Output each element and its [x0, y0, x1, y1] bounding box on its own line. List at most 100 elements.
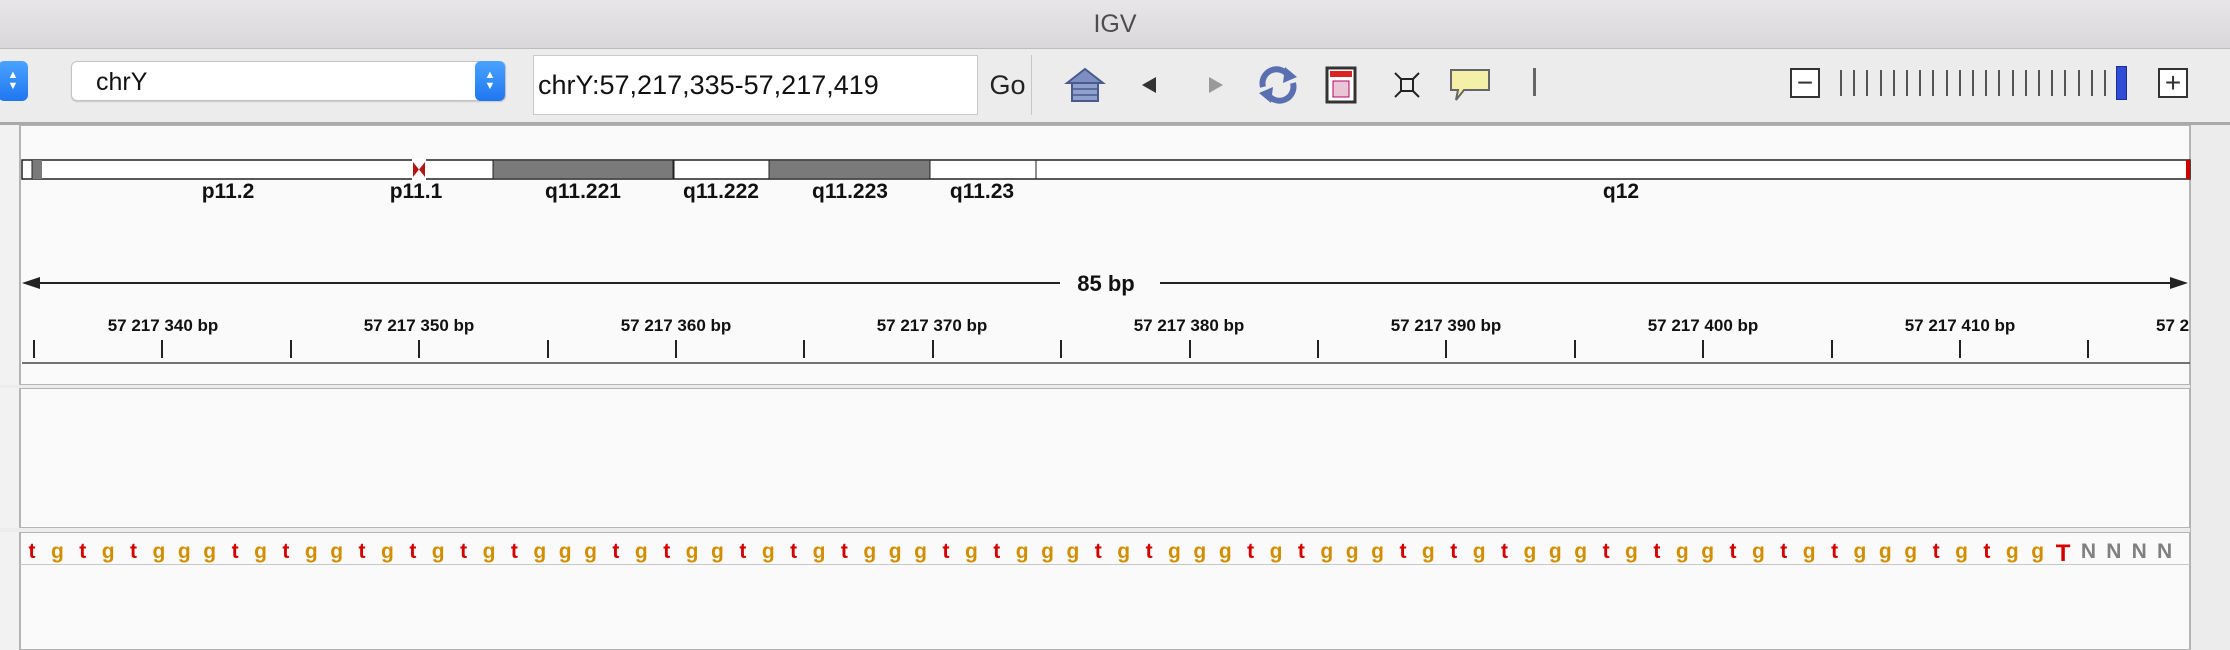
zoom-slider-tick: [2038, 70, 2040, 96]
ruler-tick: [675, 340, 677, 358]
sequence-base: t: [790, 540, 798, 563]
sequence-base: g: [533, 540, 547, 563]
zoom-in-button[interactable]: +: [2158, 68, 2188, 98]
ruler-tick-label: 57 217 350 bp: [363, 316, 475, 335]
band-label: q11.223: [812, 180, 888, 203]
zoom-slider-tick: [1840, 70, 1842, 96]
sequence-base: g: [330, 540, 344, 563]
sequence-base: T: [2055, 540, 2071, 567]
plus-icon: +: [2164, 67, 2182, 98]
sequence-base: t: [79, 540, 87, 563]
data-panel[interactable]: [20, 388, 2190, 528]
band-label: p11.2: [201, 180, 255, 203]
ruler-tick-label: 57 217 410 bp: [1904, 316, 2016, 335]
sequence-base: g: [1117, 540, 1131, 563]
back-button[interactable]: [1125, 60, 1175, 110]
go-button[interactable]: Go: [989, 69, 1026, 100]
sequence-base: t: [1094, 540, 1102, 563]
resize-to-window-icon: [1325, 66, 1357, 104]
popup-info-button[interactable]: [1445, 60, 1495, 110]
sequence-base: g: [558, 540, 572, 563]
zoom-slider-tick: [2011, 70, 2014, 96]
sequence-track-baseline: [20, 564, 2190, 565]
ruler-span-label: 85 bp: [1067, 271, 1145, 297]
sequence-base: N: [2131, 540, 2147, 563]
right-scrollbar-area[interactable]: [2190, 125, 2230, 650]
sequence-base: t: [231, 540, 239, 563]
locus-search-input[interactable]: chrY:57,217,335-57,217,419: [533, 55, 978, 115]
zoom-slider-tick: [1958, 70, 1961, 96]
left-gutter: [0, 125, 20, 385]
zoom-slider-tick: [1972, 70, 1974, 96]
genome-dropdown[interactable]: ▲ ▼: [0, 61, 40, 101]
band-label: q11.221: [545, 180, 621, 203]
sequence-base: g: [964, 540, 978, 563]
sequence-base: g: [761, 540, 775, 563]
home-icon: [1064, 67, 1106, 102]
left-gutter: [0, 532, 20, 650]
sequence-base: t: [1983, 540, 1991, 563]
ruler-tick: [33, 340, 35, 358]
chromosome-dropdown[interactable]: chrY ▲ ▼: [71, 61, 506, 101]
ruler-tick: [1445, 340, 1447, 358]
chromosome-dropdown-arrows-icon: ▲ ▼: [475, 61, 505, 101]
sequence-base: t: [663, 540, 671, 563]
zoom-slider-tick: [2077, 70, 2080, 96]
sequence-base: g: [2031, 540, 2045, 563]
ruler-tick-label: 57 217 340 bp: [107, 316, 219, 335]
sequence-base: g: [1751, 540, 1765, 563]
sequence-base: g: [711, 540, 724, 563]
sequence-base: g: [1955, 540, 1968, 563]
minus-icon: −: [1796, 67, 1814, 98]
feature-panel[interactable]: [20, 532, 2190, 650]
sequence-base: g: [685, 540, 699, 563]
sequence-base: g: [1066, 540, 1080, 563]
zoom-slider-tick: [1945, 70, 1948, 96]
sequence-base: g: [304, 540, 318, 563]
sequence-base: t: [1653, 540, 1661, 563]
sequence-base: g: [2005, 540, 2019, 563]
refresh-button[interactable]: [1253, 60, 1303, 110]
roi-crosshair-icon: [1394, 72, 1420, 98]
sequence-base: g: [812, 540, 826, 563]
sequence-base: g: [1904, 540, 1918, 563]
sequence-base: g: [1853, 540, 1867, 563]
sequence-base: N: [2157, 540, 2173, 563]
zoom-slider-tick: [1932, 70, 1935, 96]
sequence-base: t: [840, 540, 848, 563]
zoom-slider-tick: [1906, 70, 1908, 96]
sequence-base: g: [584, 540, 597, 563]
resize-to-window-button[interactable]: [1316, 60, 1366, 110]
forward-arrow-icon: [1209, 77, 1223, 93]
zoom-slider-tick: [2064, 70, 2067, 96]
band-label: q11.23: [949, 180, 1015, 203]
zoom-out-button[interactable]: −: [1790, 68, 1820, 98]
sequence-base: g: [1320, 540, 1334, 563]
sequence-base: t: [942, 540, 950, 563]
ruler-tick-label: 57 217 360 bp: [620, 316, 732, 335]
sequence-base: t: [1729, 540, 1737, 563]
zoom-slider-thumb[interactable]: [2116, 66, 2127, 100]
sequence-base: g: [177, 540, 191, 563]
ruler-tick: [1317, 340, 1319, 358]
ruler-tick: [1831, 340, 1833, 358]
ruler-tick: [932, 340, 934, 358]
zoom-slider-tick: [2051, 70, 2054, 96]
sequence-base: t: [130, 540, 138, 563]
home-button[interactable]: [1060, 60, 1110, 110]
window-title: IGV: [1093, 9, 1137, 38]
ruler-tick: [161, 340, 163, 358]
region-of-interest-button[interactable]: [1382, 60, 1432, 110]
sequence-base: g: [1421, 540, 1435, 563]
ruler-tick-label: 57 217 400 bp: [1647, 316, 1759, 335]
sequence-base: g: [431, 540, 445, 563]
sequence-base: g: [888, 540, 902, 563]
band-label: q11.222: [683, 180, 759, 203]
sequence-base: g: [1675, 540, 1689, 563]
forward-button[interactable]: [1190, 60, 1240, 110]
sequence-base: g: [1574, 540, 1588, 563]
sequence-base: g: [1472, 540, 1486, 563]
sequence-base: g: [863, 540, 877, 563]
